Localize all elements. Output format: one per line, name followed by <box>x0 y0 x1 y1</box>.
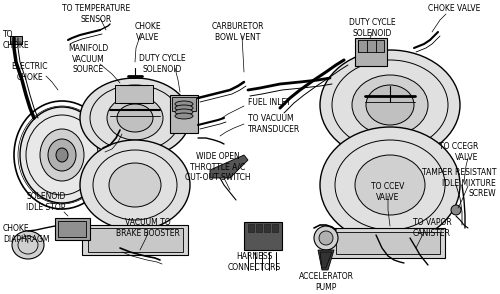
Text: TO VAPOR
CANISTER: TO VAPOR CANISTER <box>412 218 452 238</box>
Ellipse shape <box>56 148 68 162</box>
Text: SOLENOID
IDLE STOP: SOLENOID IDLE STOP <box>26 192 66 212</box>
Ellipse shape <box>320 127 460 243</box>
Text: FUEL INLET: FUEL INLET <box>248 98 291 107</box>
Bar <box>264 224 270 232</box>
Text: TO
CHOKE: TO CHOKE <box>3 30 30 50</box>
Text: CHOKE
VALVE: CHOKE VALVE <box>134 22 162 42</box>
Bar <box>358 40 384 52</box>
Ellipse shape <box>355 155 425 215</box>
Bar <box>355 38 387 66</box>
Text: TO CCEV
VALVE: TO CCEV VALVE <box>372 182 404 202</box>
Text: ELECTRIC
CHOKE: ELECTRIC CHOKE <box>12 62 48 82</box>
Bar <box>248 224 254 232</box>
Bar <box>336 232 440 254</box>
Bar <box>88 228 183 252</box>
Polygon shape <box>320 252 332 268</box>
Text: DUTY CYCLE
SOLENOID: DUTY CYCLE SOLENOID <box>138 54 186 74</box>
Text: CARBURETOR
BOWL VENT: CARBURETOR BOWL VENT <box>212 22 264 42</box>
Ellipse shape <box>80 78 190 158</box>
Text: VACUUM TO
BRAKE BOOSTER: VACUUM TO BRAKE BOOSTER <box>116 218 180 238</box>
Text: TO VACUUM
TRANSDUCER: TO VACUUM TRANSDUCER <box>248 114 300 134</box>
Ellipse shape <box>175 113 193 119</box>
Ellipse shape <box>352 75 428 135</box>
Bar <box>330 228 445 258</box>
Text: CHOKE VALVE: CHOKE VALVE <box>428 4 480 13</box>
Bar <box>272 224 278 232</box>
Bar <box>82 225 188 255</box>
Polygon shape <box>210 155 248 178</box>
Ellipse shape <box>40 129 84 181</box>
Ellipse shape <box>20 107 104 203</box>
Ellipse shape <box>320 50 460 160</box>
Ellipse shape <box>48 139 76 171</box>
Text: ACCELERATOR
PUMP: ACCELERATOR PUMP <box>298 272 354 292</box>
Ellipse shape <box>175 105 193 111</box>
Text: TO TEMPERATURE
SENSOR: TO TEMPERATURE SENSOR <box>62 4 130 24</box>
Text: TAMPER RESISTANT
IDLE MIXTURE
SCREW: TAMPER RESISTANT IDLE MIXTURE SCREW <box>422 168 496 198</box>
Text: CHOKE
DIAPHRAGM: CHOKE DIAPHRAGM <box>3 224 50 244</box>
Ellipse shape <box>12 231 44 259</box>
Text: DUTY CYCLE
SOLENOID: DUTY CYCLE SOLENOID <box>348 18 396 38</box>
Text: WIDE OPEN
THROTTLE A/C
CUT-OUT SWITCH: WIDE OPEN THROTTLE A/C CUT-OUT SWITCH <box>185 152 251 183</box>
Ellipse shape <box>107 96 163 140</box>
Bar <box>115 85 153 103</box>
Bar <box>10 36 22 44</box>
Polygon shape <box>318 250 334 270</box>
Ellipse shape <box>109 163 161 207</box>
Ellipse shape <box>319 231 333 245</box>
Bar <box>58 221 86 237</box>
Text: MANIFOLD
VACUUM
SOURCE: MANIFOLD VACUUM SOURCE <box>68 44 108 74</box>
Ellipse shape <box>366 85 414 125</box>
Bar <box>244 222 282 250</box>
Text: TO CCEGR
VALVE: TO CCEGR VALVE <box>438 142 478 162</box>
Ellipse shape <box>80 140 190 230</box>
Ellipse shape <box>175 101 193 107</box>
Bar <box>55 218 90 240</box>
Ellipse shape <box>451 205 461 215</box>
Bar <box>172 97 196 111</box>
Ellipse shape <box>117 104 153 132</box>
Ellipse shape <box>175 109 193 115</box>
Text: HARNESS
CONNECTORS: HARNESS CONNECTORS <box>228 252 280 272</box>
Bar <box>170 95 198 133</box>
Bar <box>256 224 262 232</box>
Ellipse shape <box>314 226 338 250</box>
